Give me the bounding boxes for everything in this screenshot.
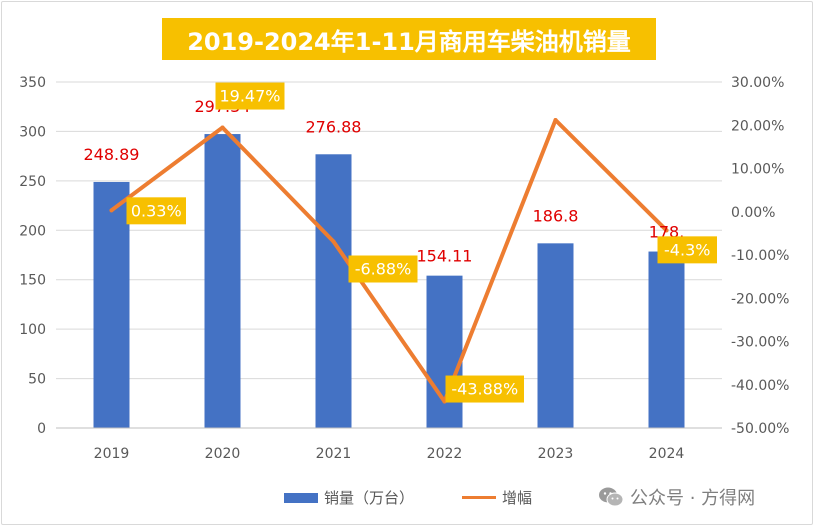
line-label-box [126,197,186,225]
wechat-icon [599,487,624,507]
line-value-label: 19.47% [219,87,280,106]
gridlines [56,81,722,380]
x-tick-label: 2024 [649,446,685,462]
bar-value-label: 186.8 [533,206,579,225]
y-right-tick-label: -20.00% [731,291,789,307]
bar [426,275,463,428]
line-value-label: -6.88% [355,260,412,279]
line-point [331,239,336,244]
bar [537,243,574,428]
bar [204,134,241,428]
x-tick-label: 2023 [538,446,574,462]
bar-value-label: 276.88 [306,117,362,136]
bar-value-label: 248.89 [84,145,140,164]
line-point [220,125,225,130]
x-tick-label: 2019 [94,446,130,462]
y-right-tick-label: -30.00% [731,335,789,351]
bar-value-label: 154.11 [417,247,473,266]
legend-line-swatch [462,496,497,499]
y-right-tick-label: 20.00% [731,118,784,134]
y-right-tick-label: 30.00% [731,75,784,91]
legend-bar-swatch [284,492,318,503]
watermark-text: 公众号 · 方得网 [630,488,756,509]
line-value-label: 0.33% [131,201,182,220]
y-right-tick-label: -50.00% [731,421,789,437]
line-point [109,208,114,213]
line-value-label: -43.88% [451,380,518,399]
y-right-tick-label: 0.00% [731,205,775,221]
bar-series [93,134,685,428]
x-tick-label: 2022 [427,446,463,462]
legend-line-label: 增幅 [502,489,533,507]
legend: 销量（万台） 增幅 [284,487,532,508]
y-left-tick-label: 200 [19,223,46,239]
y-left-tick-label: 250 [19,174,46,190]
bar [93,181,130,428]
line-point [553,118,558,123]
data-labels: 248.89297.34276.88154.11186.8178.0.33%19… [84,31,717,403]
watermark: 公众号 · 方得网 [598,484,755,510]
chart-title: 2019-2024年1-11月商用车柴油机销量 [187,27,631,56]
y-right-tick-label: -40.00% [731,378,789,394]
line-point [664,228,669,233]
y-left-tick-label: 50 [28,372,46,388]
y-left-tick-label: 0 [37,421,46,437]
line-label-box [348,255,418,283]
x-tick-label: 2021 [316,446,352,462]
y-right-tick-label: 10.00% [731,162,784,178]
line-label-box [445,375,524,403]
x-tick-label: 2020 [205,446,241,462]
y-right-tick-label: -10.00% [731,248,789,264]
y-left-tick-label: 350 [19,75,46,91]
line-label-box [657,236,717,264]
growth-line [109,118,669,404]
y-left-tick-label: 100 [19,322,46,338]
y-left-tick-label: 150 [19,273,46,289]
legend-bar-label: 销量（万台） [324,489,415,507]
bar [648,251,685,428]
line-label-box [215,82,285,110]
line-series [109,118,669,404]
line-value-label: -4.3% [664,240,710,259]
bar [315,154,352,428]
y-left-tick-label: 300 [19,124,46,140]
chart-title-box: 2019-2024年1-11月商用车柴油机销量 [162,18,656,60]
axes: 0 50 100 150 200 250 300 350 -50.00% -40.00% -30.0… [19,75,789,462]
